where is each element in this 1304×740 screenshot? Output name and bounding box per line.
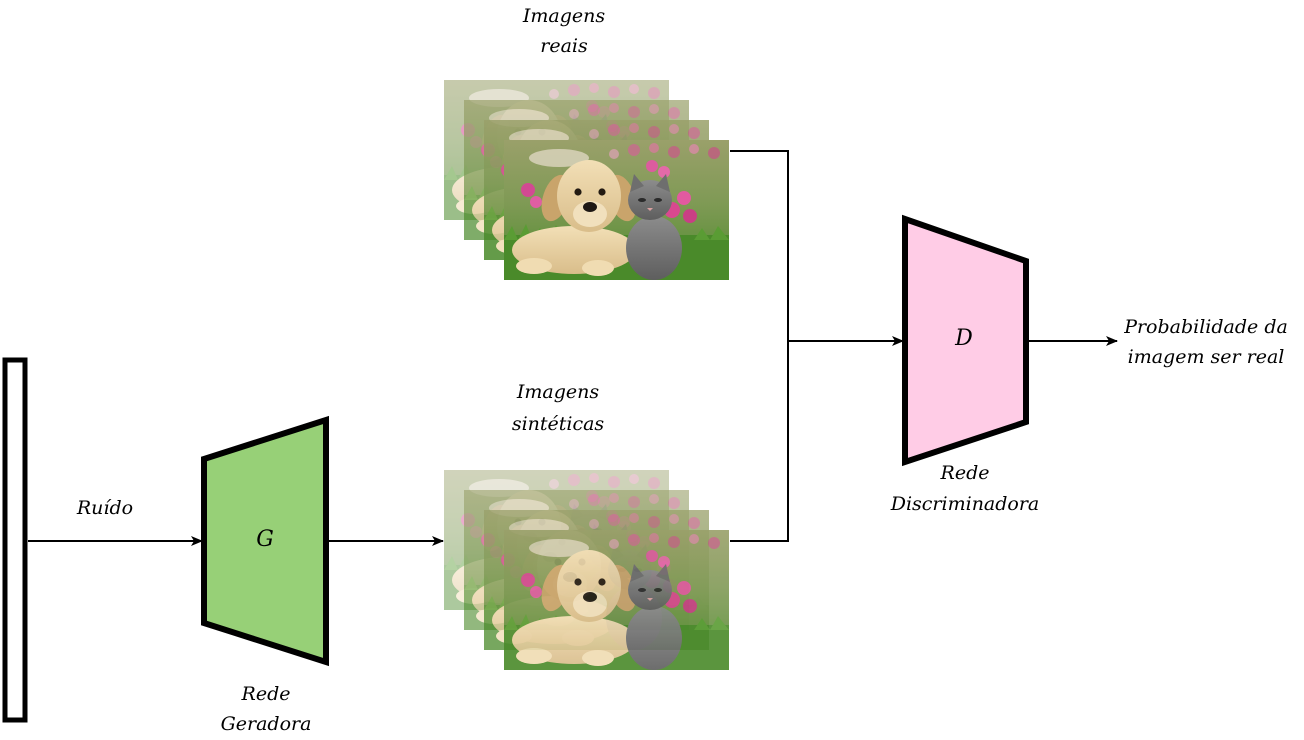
generator-name-line2: Geradora	[221, 713, 312, 735]
generator-symbol: G	[256, 527, 274, 552]
real-image-4	[504, 140, 729, 280]
generator-name-line1: Rede	[241, 683, 291, 705]
discriminator-symbol: D	[954, 326, 973, 351]
discriminator-name-line1: Rede	[940, 462, 990, 484]
generator-trapezoid	[201, 415, 329, 667]
noise-label: Ruído	[76, 497, 133, 519]
synthetic-images-label-line1: Imagens	[516, 381, 599, 403]
synthetic-image-4	[504, 530, 729, 670]
discriminator-trapezoid	[902, 214, 1029, 467]
discriminator-name-line2: Discriminadora	[890, 493, 1040, 515]
real-images-label-line1: Imagens	[522, 5, 605, 27]
synthetic-images-connector	[730, 341, 789, 542]
output-label-line1: Probabilidade da	[1123, 316, 1288, 338]
real-images-connector	[730, 150, 789, 341]
output-label-line2: imagem ser real	[1128, 346, 1285, 368]
noise-vector	[2, 357, 28, 723]
synthetic-images-stack	[444, 470, 729, 670]
synthetic-images-label-line2: sintéticas	[512, 413, 605, 435]
real-images-stack	[444, 80, 729, 280]
real-images-label-line2: reais	[540, 35, 588, 57]
